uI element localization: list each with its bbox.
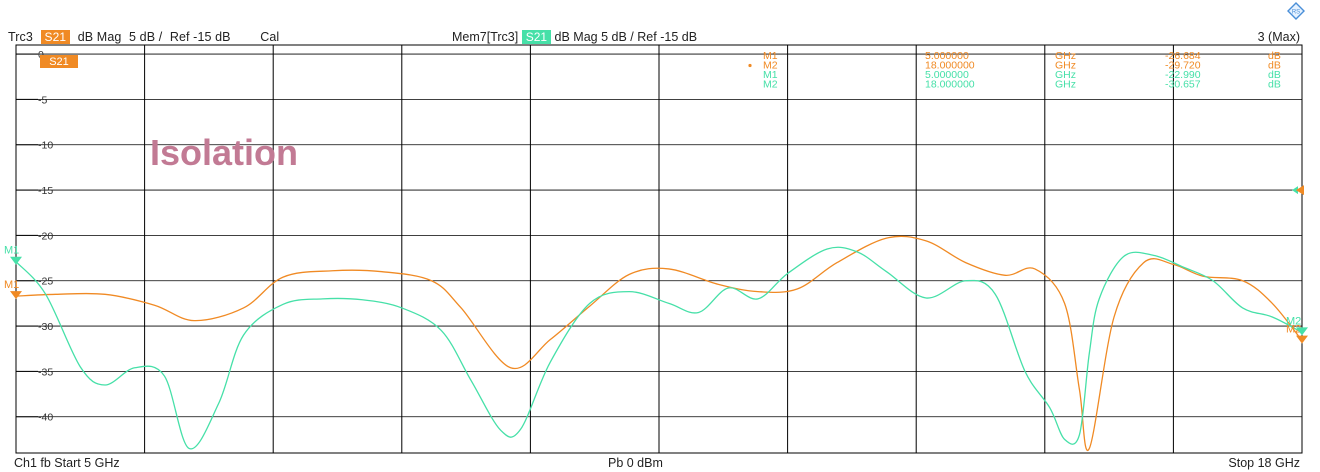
marker-table-cell: dB — [1268, 60, 1281, 72]
marker-triangle[interactable] — [10, 291, 22, 300]
active-marker-dot — [748, 63, 752, 68]
mem-param-badge[interactable]: S21 — [521, 30, 552, 44]
marker-table-cell: -26.684 — [1165, 50, 1201, 62]
marker-table-cell: GHz — [1055, 79, 1076, 91]
mem-ref: Ref -15 dB — [637, 30, 698, 44]
marker-table-cell: 18.000000 — [925, 60, 975, 72]
marker-table-cell: M1 — [763, 50, 778, 62]
y-tick-label: -40 — [38, 412, 53, 424]
y-tick-label: -25 — [38, 276, 53, 288]
marker-table-cell: GHz — [1055, 50, 1076, 62]
marker-table-cell: M2 — [763, 79, 778, 91]
y-tick-label: -30 — [38, 321, 53, 333]
mem-format: dB Mag — [554, 30, 598, 44]
marker-label: M1 — [4, 279, 19, 291]
marker-table-cell: dB — [1268, 79, 1281, 91]
trace-label[interactable]: Trc3 — [8, 30, 33, 44]
mem-scale: 5 dB / — [601, 30, 634, 44]
stop-frequency[interactable]: Stop 18 GHz — [1228, 456, 1300, 470]
power-level[interactable]: Pb 0 dBm — [608, 456, 663, 470]
rohde-schwarz-logo-icon: RS — [1287, 2, 1305, 20]
trace-scale: 5 dB / — [129, 30, 163, 44]
y-tick-label: -10 — [38, 140, 53, 152]
marker-label: M2 — [1286, 315, 1301, 327]
ref-level-arrow-trace — [1296, 185, 1304, 196]
trace-ref: Ref -15 dB — [169, 30, 231, 44]
s21-memory-trace-line[interactable] — [15, 246, 1303, 450]
y-tick-label: -35 — [38, 366, 53, 378]
memory-trace-info[interactable]: Mem7[Trc3] S21 dB Mag 5 dB / Ref -15 dB — [452, 30, 697, 44]
marker-table-cell: -30.657 — [1165, 79, 1201, 91]
trace-tag-label: S21 — [49, 56, 69, 68]
y-tick-label: -15 — [38, 185, 53, 197]
marker-table-cell: -29.720 — [1165, 60, 1201, 72]
marker-table-cell: 5.000000 — [925, 69, 969, 81]
marker-table-cell: M1 — [763, 69, 778, 81]
marker-table-cell: -22.990 — [1165, 69, 1201, 81]
marker-triangle[interactable] — [1296, 335, 1308, 344]
y-tick-label: -20 — [38, 230, 53, 242]
channel-max: 3 (Max) — [1257, 30, 1300, 44]
footer-bar: Ch1 fb Start 5 GHz Pb 0 dBm Stop 18 GHz — [0, 454, 1320, 472]
trace-info[interactable]: Trc3 S21 dB Mag 5 dB / Ref -15 dB Cal — [8, 30, 283, 44]
marker-table-cell: M2 — [763, 60, 778, 72]
marker-table-cell: dB — [1268, 69, 1281, 81]
mem-label[interactable]: Mem7[Trc3] — [452, 30, 519, 44]
start-frequency[interactable]: Ch1 fb Start 5 GHz — [14, 456, 120, 470]
marker-triangle[interactable] — [1296, 327, 1308, 336]
s21-trace-line[interactable] — [15, 235, 1303, 452]
marker-table-cell: GHz — [1055, 69, 1076, 81]
isolation-annotation: Isolation — [150, 132, 298, 173]
header-bar: RS Trc3 S21 dB Mag 5 dB / Ref -15 dB Cal… — [0, 0, 1320, 45]
marker-table-cell: GHz — [1055, 60, 1076, 72]
cal-status: Cal — [260, 30, 280, 44]
marker-label: M1 — [4, 245, 19, 257]
marker-label: M2 — [1286, 324, 1301, 336]
trace-tag-box — [40, 55, 78, 68]
marker-table-cell: dB — [1268, 50, 1281, 62]
y-tick-label: -5 — [38, 94, 47, 106]
svg-text:RS: RS — [1292, 10, 1300, 16]
ref-level-arrow-memory — [1292, 186, 1298, 195]
marker-triangle[interactable] — [10, 256, 22, 265]
marker-table-cell: 5.000000 — [925, 50, 969, 62]
trace-format: dB Mag — [77, 30, 122, 44]
trace-param-badge[interactable]: S21 — [40, 30, 71, 44]
marker-table-cell: 18.000000 — [925, 79, 975, 91]
